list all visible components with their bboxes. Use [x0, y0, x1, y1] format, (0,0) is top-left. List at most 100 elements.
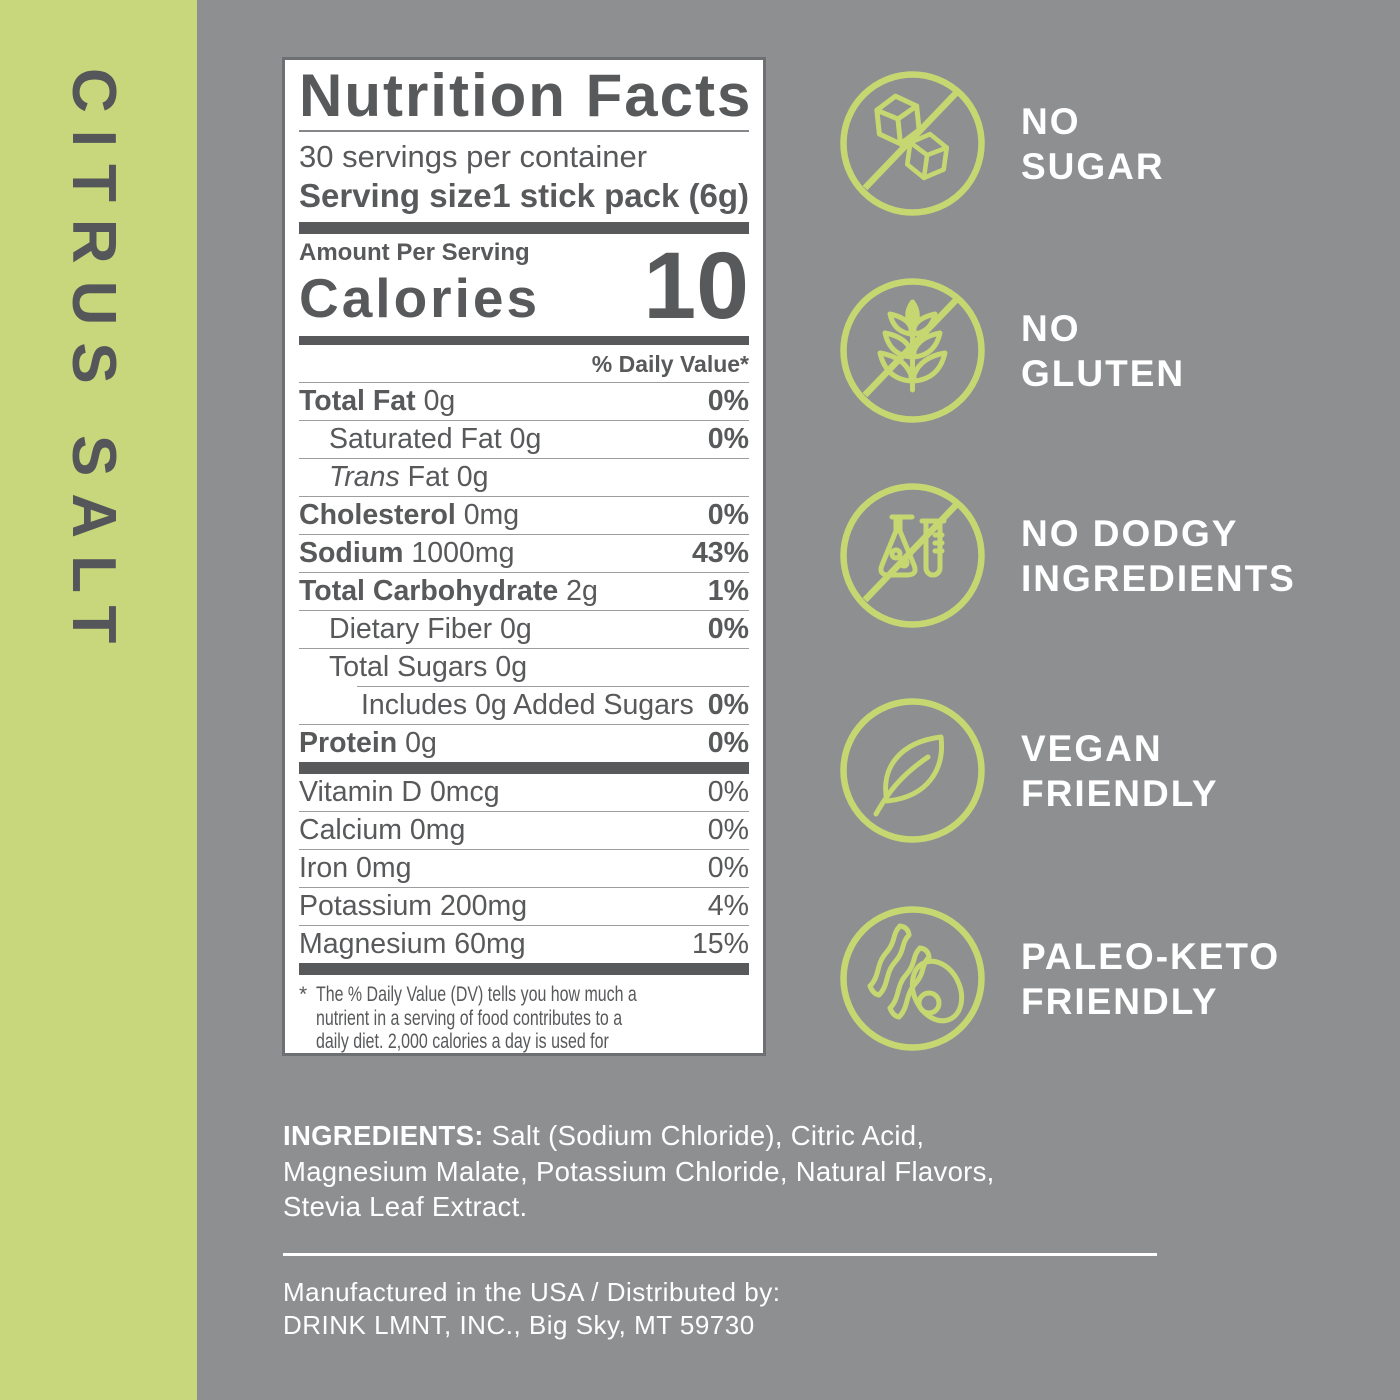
- badge-line: NO: [1021, 307, 1081, 349]
- nutrient-name: Protein: [299, 727, 398, 759]
- nutrient-dv: 0%: [707, 727, 749, 759]
- serving-size-value: 1 stick pack (6g): [492, 177, 749, 214]
- nutrient-name: Iron: [299, 852, 349, 884]
- daily-value-footnote: * The % Daily Value (DV) tells you how m…: [299, 975, 749, 1053]
- serving-size-row: Serving size 1 stick pack (6g): [299, 176, 749, 222]
- flavor-name-vertical: CITRUS SALT: [59, 68, 128, 661]
- nutrient-amount: 60mg: [454, 928, 526, 960]
- medium-bar: [299, 336, 749, 345]
- footnote-text: The % Daily Value (DV) tells you how muc…: [316, 983, 638, 1053]
- nutrient-row-added-sugars: Includes 0g Added Sugars 0%: [357, 686, 749, 724]
- no-gluten-icon: [840, 278, 985, 423]
- badge-line: VEGAN: [1021, 727, 1163, 769]
- nutrient-amount: 0g: [405, 727, 437, 759]
- distributor-line: DRINK LMNT, INC., Big Sky, MT 59730: [283, 1310, 755, 1340]
- nutrient-row-total-fat: Total Fat 0g 0%: [299, 382, 749, 420]
- badge-no-sugar: NO SUGAR: [840, 71, 1165, 216]
- title-rule: [299, 130, 749, 132]
- nutrient-name: Vitamin D: [299, 776, 423, 808]
- ingredients-line: Stevia Leaf Extract.: [283, 1191, 528, 1222]
- calories-label: Calories: [299, 267, 541, 329]
- badge-line: PALEO-KETO: [1021, 935, 1281, 977]
- badge-line: SUGAR: [1021, 145, 1165, 187]
- badge-paleo-keto-friendly: PALEO-KETO FRIENDLY: [840, 906, 1280, 1051]
- amount-per-serving: Amount Per Serving: [299, 239, 530, 266]
- nutrient-row-sodium: Sodium 1000mg 43%: [299, 534, 749, 572]
- servings-per-container: 30 servings per container: [299, 139, 648, 174]
- ingredients-line: Magnesium Malate, Potassium Chloride, Na…: [283, 1155, 995, 1187]
- nutrient-name: Includes 0g Added Sugars: [361, 689, 694, 721]
- vegan-friendly-icon: [840, 698, 985, 843]
- vitamin-row-vitamin-d: Vitamin D 0mcg 0%: [299, 774, 749, 811]
- nutrient-amount: 0mcg: [429, 776, 500, 808]
- nutrient-dv: 0%: [707, 499, 749, 531]
- nutrient-row-trans-fat: Trans Fat 0g: [299, 458, 749, 496]
- nutrient-amount: 0g: [495, 651, 528, 683]
- no-dodgy-ingredients-icon: [840, 483, 985, 628]
- manufacturer-info: Manufactured in the USA / Distributed by…: [283, 1276, 780, 1342]
- nutrient-dv: 15%: [691, 928, 749, 960]
- badge-line: NO DODGY: [1021, 512, 1239, 554]
- nutrient-dv: 43%: [691, 537, 749, 569]
- nutrient-row-total-carbohydrate: Total Carbohydrate 2g 1%: [299, 572, 749, 610]
- nutrient-amount: 0g: [509, 423, 542, 455]
- nutrient-dv: 0%: [707, 852, 749, 884]
- nutrient-row-protein: Protein 0g 0%: [299, 724, 749, 762]
- daily-value-header: % Daily Value*: [591, 351, 749, 377]
- badge-line: NO: [1021, 100, 1081, 142]
- nutrient-amount: Fat 0g: [407, 461, 489, 493]
- nutrient-amount: 0mg: [409, 814, 466, 846]
- calories-row: Calories 10: [299, 239, 749, 334]
- nutrient-name: Cholesterol: [299, 499, 456, 531]
- nutrient-amount: 1000mg: [411, 537, 515, 569]
- nutrition-facts-title: Nutrition Facts: [299, 62, 753, 129]
- nutrient-dv: 1%: [707, 575, 749, 607]
- nutrient-name: Saturated Fat: [329, 423, 502, 455]
- badge-line: FRIENDLY: [1021, 980, 1219, 1022]
- nutrient-row-total-sugars: Total Sugars 0g: [299, 648, 749, 686]
- badge-line: FRIENDLY: [1021, 772, 1219, 814]
- vitamin-row-iron: Iron 0mg 0%: [299, 849, 749, 887]
- nutrient-row-cholesterol: Cholesterol 0mg 0%: [299, 496, 749, 534]
- badge-no-gluten: NO GLUTEN: [840, 278, 1185, 423]
- badge-line: GLUTEN: [1021, 352, 1186, 394]
- nutrient-amount: 0g: [500, 613, 532, 645]
- footer-divider: [283, 1253, 1157, 1256]
- thick-bar: [299, 222, 749, 234]
- nutrient-dv: 0%: [707, 689, 749, 721]
- nutrient-dv: 0%: [707, 423, 749, 455]
- nutrient-dv: 4%: [707, 890, 749, 922]
- vitamin-row-potassium: Potassium 200mg 4%: [299, 887, 749, 925]
- ingredients-line: INGREDIENTS: Salt (Sodium Chloride), Cit…: [283, 1118, 995, 1154]
- nutrient-name: Trans: [329, 461, 400, 493]
- vitamin-row-calcium: Calcium 0mg 0%: [299, 811, 749, 849]
- nutrient-dv: 0%: [707, 385, 749, 417]
- nutrient-name: Total Sugars: [329, 651, 488, 683]
- thick-bar: [299, 963, 749, 975]
- ingredients-text: Salt (Sodium Chloride), Citric Acid,: [491, 1120, 925, 1151]
- calories-value: 10: [643, 233, 749, 339]
- manufactured-line: Manufactured in the USA / Distributed by…: [283, 1277, 781, 1307]
- flavor-strip: CITRUS SALT: [0, 0, 197, 1400]
- nutrient-name: Dietary Fiber: [329, 613, 493, 645]
- nutrient-dv: 0%: [707, 814, 749, 846]
- nutrition-facts-panel: Nutrition Facts 30 servings per containe…: [282, 57, 766, 1056]
- no-sugar-icon: [840, 71, 985, 216]
- nutrient-name: Total Carbohydrate: [299, 575, 559, 607]
- nutrient-amount: 200mg: [439, 890, 528, 922]
- badge-no-dodgy-ingredients: NO DODGY INGREDIENTS: [840, 483, 1296, 628]
- nutrient-name: Sodium: [299, 537, 404, 569]
- nutrient-dv: 0%: [707, 613, 749, 645]
- paleo-keto-friendly-icon: [840, 906, 985, 1051]
- footnote-asterisk: *: [299, 983, 308, 1006]
- nutrient-amount: 2g: [566, 575, 598, 607]
- vitamin-row-magnesium: Magnesium 60mg 15%: [299, 925, 749, 963]
- nutrient-amount: 0mg: [463, 499, 520, 531]
- badge-vegan-friendly: VEGAN FRIENDLY: [840, 698, 1219, 843]
- serving-size-label: Serving size: [299, 177, 492, 214]
- nutrient-row-dietary-fiber: Dietary Fiber 0g 0%: [299, 610, 749, 648]
- nutrient-dv: 0%: [707, 776, 749, 808]
- nutrient-row-saturated-fat: Saturated Fat 0g 0%: [299, 420, 749, 458]
- nutrient-amount: 0mg: [356, 852, 412, 884]
